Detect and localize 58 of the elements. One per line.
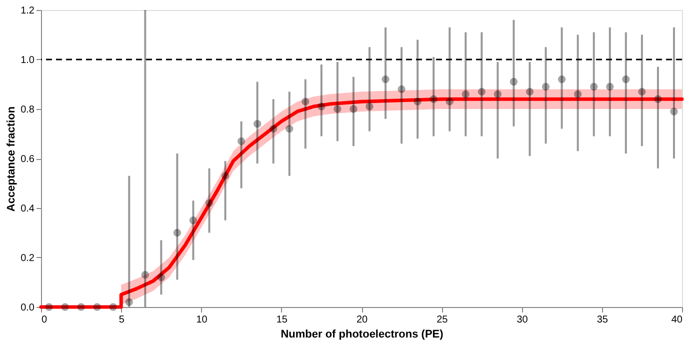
x-tick-label: 40: [671, 314, 683, 326]
point: [221, 172, 230, 180]
point: [141, 270, 150, 279]
point: [77, 303, 85, 311]
x-tick-label: 15: [276, 314, 288, 326]
point: [430, 95, 438, 103]
point: [270, 124, 278, 133]
x-tick-label: 30: [516, 314, 528, 326]
point: [334, 105, 342, 113]
x-tick-label: 5: [118, 314, 125, 326]
point: [302, 98, 310, 106]
point: [414, 98, 422, 106]
point: [542, 82, 550, 91]
point: [173, 228, 182, 237]
point: [125, 298, 133, 306]
x-tick-label: 0: [42, 314, 48, 326]
point: [446, 98, 454, 106]
y-tick-label: 0.4: [20, 204, 35, 214]
point: [350, 105, 358, 113]
y-tick-label: 1.0: [20, 55, 35, 66]
point: [526, 88, 534, 96]
point: [494, 90, 502, 98]
point: [205, 199, 214, 207]
point: [574, 90, 582, 98]
point: [366, 102, 374, 110]
y-axis-title: Acceptance fraction: [6, 106, 18, 212]
point: [606, 82, 614, 91]
point: [558, 75, 566, 84]
y-tick-label: 1.2: [20, 6, 35, 16]
point: [638, 88, 646, 96]
point: [157, 273, 166, 282]
point: [398, 85, 406, 94]
point: [382, 75, 390, 84]
x-tick-label: 20: [356, 314, 368, 326]
point: [590, 82, 598, 91]
y-tick-label: 0.6: [20, 154, 35, 165]
x-tick-label: 25: [436, 314, 448, 326]
point: [237, 137, 246, 146]
point: [253, 120, 262, 128]
y-tick-label: 0.8: [20, 104, 35, 116]
y-tick-label: 0.2: [20, 253, 35, 264]
y-tick-label: 0.0: [20, 302, 35, 314]
point: [45, 303, 53, 311]
point: [478, 88, 486, 96]
point: [189, 216, 198, 224]
point: [93, 303, 101, 311]
x-tick-label: 35: [596, 314, 608, 326]
point: [109, 303, 117, 311]
point: [61, 303, 69, 311]
point: [654, 95, 662, 103]
point: [286, 124, 294, 133]
x-axis-title: Number of photoelectrons (PE): [280, 328, 444, 340]
point: [510, 78, 518, 86]
point: [462, 90, 470, 98]
point: [622, 75, 630, 84]
point: [318, 102, 326, 110]
x-tick-label: 10: [196, 314, 208, 326]
point: [670, 108, 678, 116]
